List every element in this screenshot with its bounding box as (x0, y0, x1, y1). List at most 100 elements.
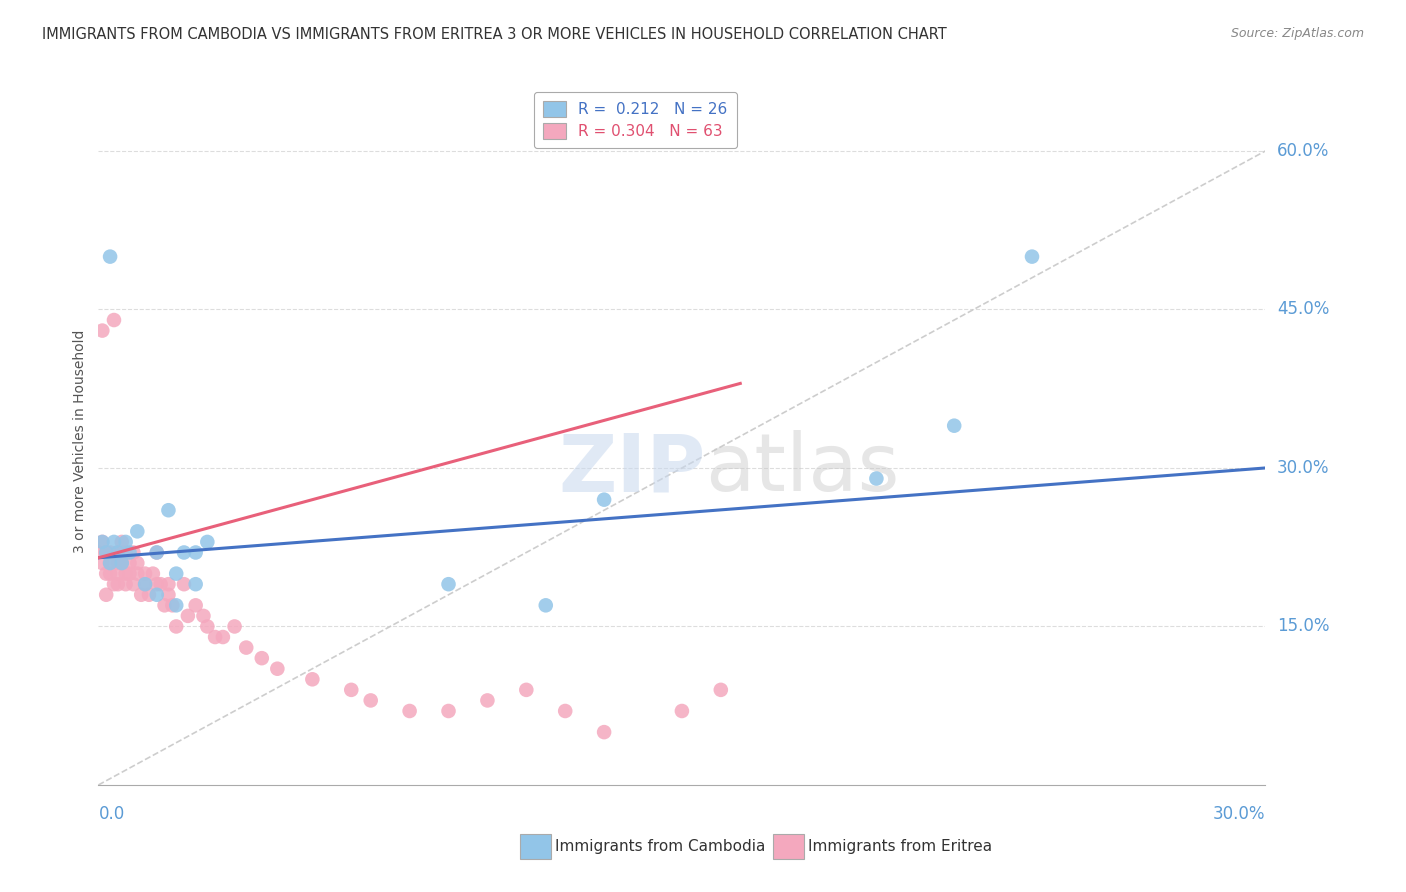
Point (593, 492, 616, 507)
Text: Source: ZipAtlas.com: Source: ZipAtlas.com (1230, 27, 1364, 40)
Point (943, 418, 966, 433)
Point (107, 545, 129, 559)
Point (534, 599, 557, 613)
Point (96, 545, 118, 559)
Point (107, 556, 129, 570)
Point (157, 503, 180, 517)
Point (165, 599, 187, 613)
Text: 15.0%: 15.0% (1277, 617, 1330, 635)
Point (118, 545, 141, 559)
Point (554, 704, 576, 718)
Y-axis label: 3 or more Vehicles in Household: 3 or more Vehicles in Household (73, 330, 87, 553)
Point (184, 545, 207, 559)
Point (235, 640, 257, 655)
Point (266, 662, 288, 676)
Point (96, 545, 118, 559)
Point (157, 577, 180, 591)
Point (710, 682, 733, 697)
Text: ZIP: ZIP (558, 430, 706, 508)
Point (91, 324, 114, 338)
Point (114, 545, 136, 559)
Point (1021, 250, 1043, 264)
Point (111, 535, 134, 549)
Text: IMMIGRANTS FROM CAMBODIA VS IMMIGRANTS FROM ERITREA 3 OR MORE VEHICLES IN HOUSEH: IMMIGRANTS FROM CAMBODIA VS IMMIGRANTS F… (42, 27, 946, 42)
Point (177, 608, 200, 623)
Point (165, 619, 187, 633)
Text: Immigrants from Eritrea: Immigrants from Eritrea (808, 839, 993, 854)
Point (250, 651, 273, 665)
Point (127, 556, 149, 570)
Text: 30.0%: 30.0% (1213, 805, 1265, 823)
Point (193, 608, 215, 623)
Point (149, 577, 172, 591)
Text: Immigrants from Cambodia: Immigrants from Cambodia (555, 839, 766, 854)
Point (301, 673, 323, 687)
Text: 45.0%: 45.0% (1277, 301, 1330, 318)
Point (107, 566, 129, 581)
Point (212, 630, 235, 644)
Point (162, 599, 184, 613)
Point (184, 599, 207, 613)
Point (127, 524, 149, 539)
Point (195, 535, 218, 549)
Point (111, 556, 134, 570)
Point (865, 471, 887, 485)
Point (87, 545, 110, 559)
Point (165, 566, 187, 581)
Point (138, 588, 160, 602)
Point (437, 704, 460, 718)
Point (111, 556, 134, 570)
Point (107, 577, 129, 591)
Point (96, 566, 118, 581)
Text: 30.0%: 30.0% (1277, 459, 1330, 477)
Point (114, 577, 136, 591)
Point (173, 545, 195, 559)
Point (146, 588, 169, 602)
Legend: R =  0.212   N = 26, R = 0.304   N = 63: R = 0.212 N = 26, R = 0.304 N = 63 (534, 92, 737, 148)
Point (134, 566, 156, 581)
Point (118, 556, 141, 570)
Point (103, 577, 125, 591)
Point (96, 588, 118, 602)
Point (340, 682, 363, 697)
Point (91, 556, 114, 570)
Point (146, 545, 169, 559)
Point (103, 313, 125, 327)
Point (98, 566, 121, 581)
Point (224, 619, 246, 633)
Point (146, 545, 169, 559)
Point (107, 545, 129, 559)
Point (157, 588, 180, 602)
Text: atlas: atlas (706, 430, 900, 508)
Point (129, 588, 152, 602)
Point (146, 577, 169, 591)
Point (153, 599, 176, 613)
Point (103, 535, 125, 549)
Point (91, 535, 114, 549)
Point (477, 693, 499, 707)
Point (122, 545, 145, 559)
Text: 60.0%: 60.0% (1277, 142, 1330, 160)
Point (593, 725, 616, 739)
Point (111, 545, 134, 559)
Point (671, 704, 693, 718)
Point (98, 250, 121, 264)
Point (98, 545, 121, 559)
Point (91, 535, 114, 549)
Point (204, 630, 226, 644)
Point (114, 535, 136, 549)
Point (184, 577, 207, 591)
Point (98, 556, 121, 570)
Point (134, 577, 156, 591)
Point (134, 577, 156, 591)
Text: 0.0: 0.0 (98, 805, 125, 823)
Point (515, 682, 537, 697)
Point (173, 577, 195, 591)
Point (142, 566, 165, 581)
Point (122, 577, 145, 591)
Point (114, 566, 136, 581)
Point (360, 693, 382, 707)
Point (437, 577, 460, 591)
Point (398, 704, 420, 718)
Point (118, 566, 141, 581)
